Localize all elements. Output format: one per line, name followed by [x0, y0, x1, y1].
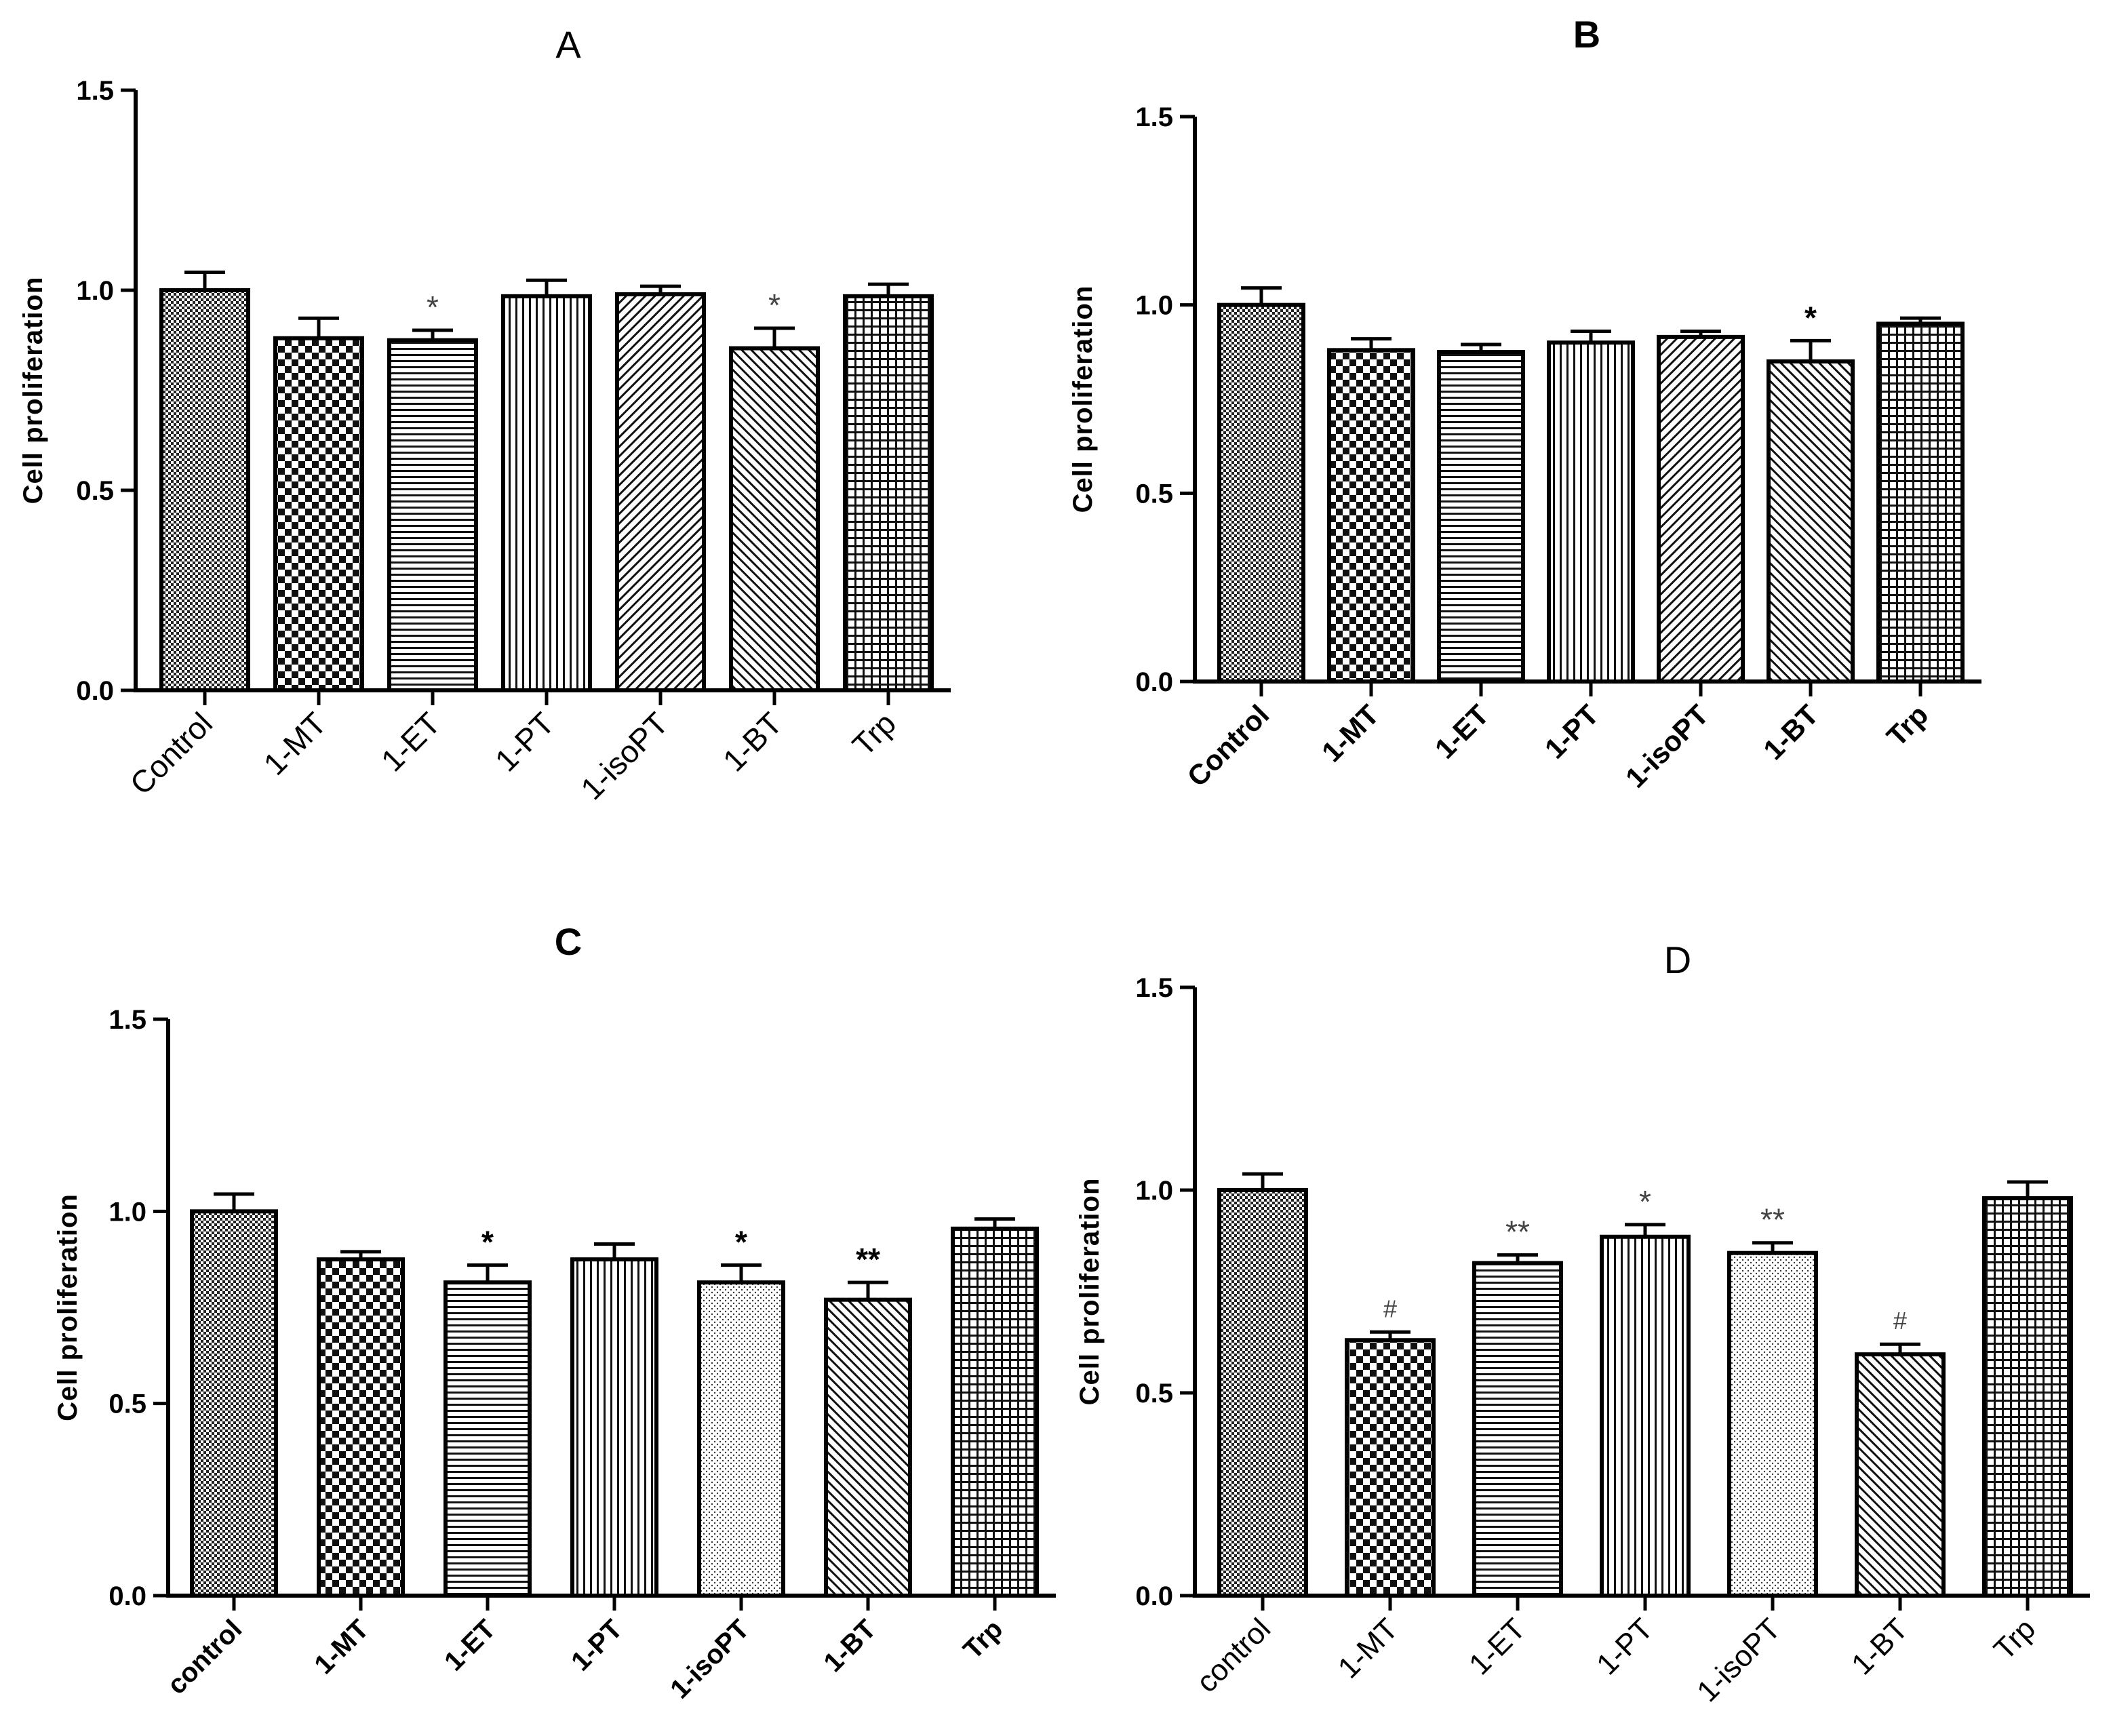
y-tick-label: 1.5: [1135, 973, 1173, 1003]
bar: [190, 1209, 278, 1598]
bar: [1217, 302, 1305, 684]
significance-mark: *: [735, 1225, 747, 1260]
y-tick-label: 0.5: [1135, 1379, 1173, 1408]
x-tick-label: 1-PT: [1590, 1612, 1659, 1681]
x-tick-label: Trp: [846, 705, 903, 762]
x-tick-label: 1-PT: [1539, 698, 1605, 765]
y-tick-label: 0.0: [1135, 667, 1173, 697]
x-tick-label: 1-isoPT: [574, 705, 675, 806]
significance-mark: *: [1804, 300, 1817, 335]
x-tick-label: 1-PT: [566, 1614, 628, 1676]
bar: [443, 1280, 532, 1598]
significance-mark: #: [1383, 1295, 1397, 1322]
x-tick-label: 1-MT: [256, 705, 333, 782]
panel-d: D 0.0 0.5 1.0 1.5 Cell proliferation control 1-…: [1075, 939, 2090, 1708]
significance-mark: *: [427, 290, 439, 325]
bar: [1600, 1234, 1691, 1598]
panel-a: A 0.0 0.5 1.0 1.5 Cell proliferation Control 1-…: [18, 23, 951, 806]
y-tick-label: 1.5: [108, 1005, 146, 1035]
x-tick-label: 1-isoPT: [1619, 698, 1715, 794]
x-tick-label: 1-BT: [818, 1614, 882, 1678]
significance-mark: *: [1639, 1184, 1651, 1219]
bar: [1767, 359, 1855, 684]
x-tick-label: Control: [123, 705, 219, 802]
y-axis-label: Cell proliferation: [1068, 285, 1098, 513]
x-tick-label: Control: [1181, 698, 1276, 793]
bar: [273, 336, 364, 692]
bar: [501, 294, 592, 693]
y-tick-label: 0.0: [1135, 1581, 1173, 1611]
y-tick-label: 1.0: [1135, 291, 1173, 321]
x-tick-label: control: [161, 1614, 248, 1700]
y-tick-label: 1.0: [1135, 1176, 1173, 1206]
y-tick-label: 0.5: [76, 476, 114, 506]
bar: [1345, 1338, 1436, 1598]
x-tick-label: 1-ET: [1429, 698, 1495, 765]
bar: [1547, 340, 1635, 684]
chart-title: A: [555, 23, 581, 66]
x-tick-label: 1-BT: [716, 705, 789, 778]
x-tick-label: 1-ET: [439, 1614, 501, 1676]
y-tick-label: 1.0: [108, 1197, 146, 1227]
bar: [1472, 1261, 1563, 1598]
chart-title: C: [555, 920, 582, 963]
bar: [951, 1226, 1039, 1598]
x-tick-label: 1-ET: [374, 705, 447, 778]
y-axis-label: Cell proliferation: [53, 1194, 83, 1421]
bar: [1855, 1352, 1946, 1598]
x-tick-label: 1-isoPT: [1691, 1612, 1787, 1708]
bar: [317, 1257, 405, 1598]
bar: [1327, 348, 1415, 684]
bar: [843, 294, 934, 693]
y-axis-label: Cell proliferation: [1075, 1178, 1105, 1406]
x-tick-label: 1-BT: [1757, 698, 1824, 766]
chart-title: B: [1573, 13, 1600, 56]
y-tick-label: 0.0: [76, 676, 114, 706]
x-tick-label: 1-MT: [1316, 698, 1385, 768]
chart-title: D: [1664, 939, 1691, 981]
x-tick-label: 1-isoPT: [665, 1614, 755, 1704]
bar: [1217, 1188, 1308, 1598]
significance-mark: **: [1760, 1202, 1785, 1238]
significance-mark: **: [856, 1242, 880, 1277]
y-tick-label: 0.0: [108, 1581, 146, 1611]
bar: [824, 1297, 912, 1598]
bar: [1437, 350, 1525, 684]
bar: [1727, 1250, 1818, 1598]
y-tick-label: 0.5: [1135, 479, 1173, 509]
y-tick-label: 0.5: [108, 1389, 146, 1419]
x-tick-label: Trp: [958, 1614, 1008, 1665]
significance-mark: *: [481, 1225, 494, 1260]
bar: [159, 288, 250, 692]
bar: [570, 1257, 658, 1598]
bar: [1876, 321, 1965, 684]
x-tick-label: 1-ET: [1463, 1612, 1532, 1681]
bar: [387, 338, 478, 692]
bar: [1657, 334, 1745, 684]
x-tick-label: 1-MT: [1332, 1612, 1404, 1684]
panel-b: B 0.0 0.5 1.0 1.5 Cell proliferation Control 1-…: [1068, 13, 1981, 794]
y-axis-label: Cell proliferation: [18, 277, 48, 505]
x-tick-label: control: [1190, 1612, 1277, 1699]
x-tick-label: Trp: [1988, 1612, 2042, 1666]
significance-mark: #: [1893, 1307, 1907, 1335]
significance-mark: *: [768, 288, 781, 323]
y-tick-label: 1.5: [1135, 102, 1173, 132]
bar: [697, 1280, 785, 1598]
x-tick-label: 1-BT: [1845, 1612, 1914, 1681]
y-tick-label: 1.0: [76, 276, 114, 306]
y-tick-label: 1.5: [76, 76, 114, 106]
x-tick-label: 1-PT: [488, 705, 561, 778]
significance-mark: **: [1505, 1215, 1530, 1250]
bar: [1982, 1196, 2073, 1598]
bar: [729, 346, 820, 692]
panel-c: C 0.0 0.5 1.0 1.5 Cell proliferation control 1-…: [53, 920, 1056, 1705]
x-tick-label: 1-MT: [309, 1614, 374, 1680]
bar: [615, 292, 706, 692]
x-tick-label: Trp: [1880, 698, 1934, 752]
